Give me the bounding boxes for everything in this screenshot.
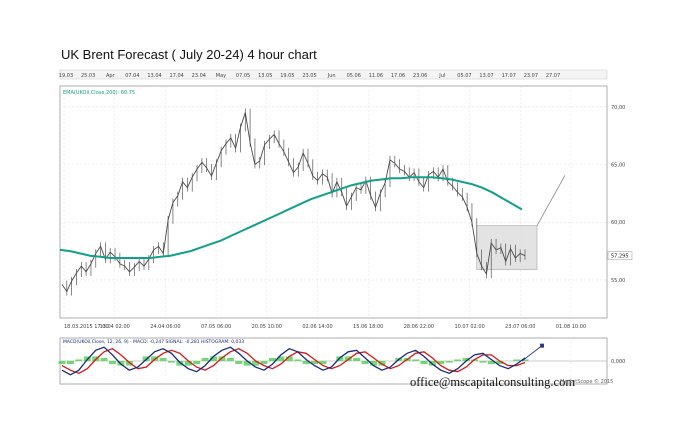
price-panel-frame: [59, 85, 608, 319]
macd-histogram-bar: [235, 361, 243, 365]
y-tick-label: 65,00: [611, 162, 625, 168]
top-axis-label: 11.06: [369, 73, 383, 79]
top-axis-label: 19.03: [59, 73, 73, 79]
macd-histogram-bar: [454, 359, 462, 361]
top-axis-label: 17.07: [502, 73, 516, 79]
top-axis-label: 25.03: [81, 73, 95, 79]
macd-histogram-bar: [285, 356, 293, 361]
y-tick-label: 70,00: [611, 105, 625, 111]
macd-histogram-bar: [109, 361, 117, 365]
x-tick-label: 20.05 10:00: [252, 324, 282, 330]
macd-histogram-bar: [226, 357, 234, 361]
top-axis-label: 07.05: [236, 73, 250, 79]
macd-histogram-bar: [201, 357, 209, 361]
top-axis-label: Jul: [438, 73, 445, 79]
macd-histogram-bar: [462, 357, 470, 361]
ema-200-line: [59, 176, 523, 259]
top-axis-label: 13.07: [479, 73, 493, 79]
macd-histogram-bar: [58, 361, 66, 365]
top-axis-label: Jun: [327, 73, 336, 79]
macd-indicator-label: MACD(UKOil,Close, 12, 26, 9) - MACD: -0,…: [63, 339, 244, 345]
macd-histogram-bar: [361, 361, 369, 365]
macd-histogram-bar: [437, 361, 445, 365]
macd-histogram-bar: [513, 359, 521, 361]
top-axis-label: 17.04: [170, 73, 184, 79]
last-price-label: 57,295: [611, 254, 629, 260]
x-tick-label: 18.03.2015 17:00: [64, 324, 109, 330]
last-price-box: [607, 251, 633, 260]
forecast-arrow-macd-head: [540, 343, 544, 348]
top-axis-label: 07.04: [125, 73, 139, 79]
top-axis-label: 13.05: [258, 73, 272, 79]
macd-histogram-bar: [319, 361, 327, 365]
top-axis-band: [59, 69, 608, 80]
forecast-arrow-macd: [521, 345, 543, 362]
macd-line: [61, 346, 526, 376]
top-axis-label: 23.07: [524, 73, 538, 79]
macd-histogram-bar: [302, 361, 310, 365]
x-tick-label: 28.06 22:00: [404, 324, 434, 330]
macd-histogram-bar: [159, 357, 167, 361]
copyright-text: MarketScope © 2015: [560, 379, 614, 385]
macd-histogram-bar: [268, 357, 276, 361]
top-axis-label: 13.04: [147, 73, 161, 79]
forecast-arrow-price: [536, 175, 566, 226]
x-tick-label: 24.04 06:00: [150, 324, 180, 330]
top-axis-label: 05.06: [347, 73, 361, 79]
macd-histogram-bar: [243, 361, 251, 366]
top-axis-label: 23.06: [413, 73, 427, 79]
macd-histogram-bar: [100, 357, 108, 361]
top-axis-label: 23.04: [192, 73, 206, 79]
macd-histogram-bar: [184, 361, 192, 366]
top-axis-label: 23.05: [302, 73, 316, 79]
macd-histogram-bar: [496, 361, 504, 365]
x-tick-label: 01.08 10:00: [556, 324, 586, 330]
forecast-box: [476, 225, 538, 270]
chart-title: UK Brent Forecast ( July 20-24) 4 hour c…: [61, 47, 317, 62]
top-axis-label: 19.05: [280, 73, 294, 79]
macd-histogram-bar: [193, 361, 201, 365]
watermark-email: office@mscapitalconsulting.com: [410, 375, 576, 389]
macd-signal-line: [61, 347, 526, 375]
macd-histogram-bar: [479, 361, 487, 363]
macd-histogram-bar: [260, 361, 268, 365]
macd-histogram-bar: [311, 361, 319, 365]
price-series-line: [61, 112, 526, 293]
macd-histogram-bar: [252, 361, 260, 366]
macd-histogram-bar: [277, 356, 285, 361]
y-tick-label: 60,00: [611, 220, 625, 226]
top-axis-label: 05.07: [457, 73, 471, 79]
macd-histogram-bar: [210, 356, 218, 361]
macd-histogram-bar: [294, 359, 302, 361]
y-tick-label: 55,00: [611, 278, 625, 284]
x-tick-label: 23.07 06:00: [505, 324, 535, 330]
macd-histogram-bar: [176, 361, 184, 366]
x-tick-label: 07.05 06:00: [201, 324, 231, 330]
macd-histogram-bar: [420, 361, 428, 365]
macd-histogram-bar: [412, 359, 420, 361]
macd-histogram-bar: [521, 359, 529, 361]
x-tick-label: 02.06 14:00: [302, 324, 332, 330]
macd-histogram-bar: [353, 357, 361, 361]
macd-histogram-bar: [167, 361, 175, 363]
macd-histogram-bar: [75, 359, 83, 361]
x-tick-label: 13.04 02:00: [100, 324, 130, 330]
top-axis-label: 27.07: [546, 73, 560, 79]
macd-histogram-bar: [369, 361, 377, 366]
top-axis-label: Apr: [106, 73, 116, 79]
x-tick-label: 15.06 18:00: [353, 324, 383, 330]
macd-y-tick-label: 0,000: [611, 359, 625, 365]
x-tick-label: 10.07 02:00: [454, 324, 484, 330]
ema-indicator-label: EMA(UKOil,Close,200): 60.75: [63, 90, 135, 96]
macd-histogram-bar: [445, 361, 453, 363]
top-axis-label: May: [216, 73, 226, 79]
macd-histogram-bar: [66, 361, 74, 365]
top-axis-label: 17.06: [391, 73, 405, 79]
macd-histogram-bar: [487, 361, 495, 365]
